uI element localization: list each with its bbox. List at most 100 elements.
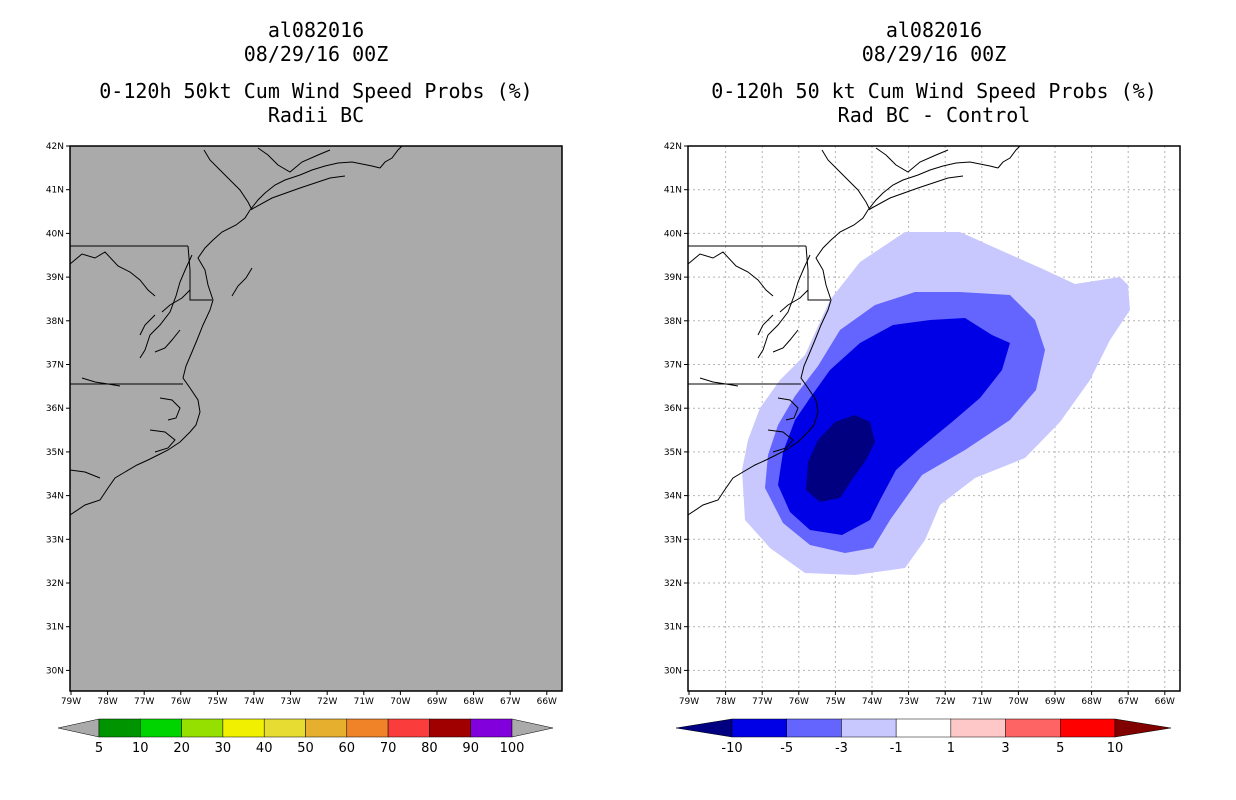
lat-label: 39N	[664, 273, 682, 283]
lon-label: 73W	[898, 697, 918, 707]
colorbar-label: 10	[132, 741, 149, 756]
left-probability-field	[70, 146, 562, 691]
left-panel-title: al082016 08/29/16 00Z 0-120h 50kt Cum Wi…	[70, 18, 562, 127]
lon-label: 69W	[1045, 697, 1065, 707]
lon-label: 73W	[280, 697, 300, 707]
lat-label: 38N	[46, 317, 64, 327]
colorbar-swatch	[470, 718, 513, 738]
lat-label: 32N	[46, 579, 64, 589]
lat-label: 33N	[46, 535, 64, 545]
lon-label: 78W	[97, 697, 117, 707]
lon-label: 68W	[1081, 697, 1101, 707]
colorbar-swatch	[305, 718, 348, 738]
lon-label: 69W	[427, 697, 447, 707]
lon-label: 66W	[537, 697, 557, 707]
colorbar-label: 40	[256, 741, 273, 756]
colorbar-label: 20	[173, 741, 190, 756]
lon-label: 74W	[244, 697, 264, 707]
lon-label: 68W	[463, 697, 483, 707]
contour-minus-10	[806, 415, 875, 502]
left-product: 0-120h 50kt Cum Wind Speed Probs (%)	[99, 79, 533, 103]
left-colorbar: 5 10 20 30 40 50 60 70 80 90 100	[57, 718, 554, 756]
lat-label: 34N	[46, 492, 64, 502]
colorbar-label: -10	[721, 741, 742, 756]
colorbar-swatch	[181, 718, 224, 738]
lon-label: 72W	[317, 697, 337, 707]
colorbar-label: 60	[339, 741, 356, 756]
colorbar-label: 5	[95, 741, 103, 756]
colorbar-label: -1	[890, 741, 903, 756]
colorbar-label: -5	[780, 741, 793, 756]
colorbar-swatch	[731, 718, 787, 738]
colorbar-over-arrow	[1114, 718, 1172, 738]
lat-label: 42N	[46, 142, 64, 152]
colorbar-label: -3	[835, 741, 848, 756]
lon-label: 70W	[1008, 697, 1028, 707]
colorbar-swatch	[429, 718, 471, 738]
lat-label: 36N	[46, 404, 64, 414]
right-axis-labels: 42N 41N 40N 39N 38N 37N 36N 35N 34N 33N 32N 31N 30N 7…	[664, 142, 1175, 707]
lat-label: 42N	[664, 142, 682, 152]
lat-label: 38N	[664, 317, 682, 327]
right-panel-title: al082016 08/29/16 00Z 0-120h 50 kt Cum W…	[688, 18, 1180, 127]
lat-label: 37N	[664, 361, 682, 371]
colorbar-under-arrow	[675, 718, 733, 738]
colorbar-label: 10	[1107, 741, 1124, 756]
lat-label: 36N	[664, 404, 682, 414]
lat-label: 34N	[664, 492, 682, 502]
colorbar-swatch	[263, 718, 306, 738]
lon-label: 77W	[134, 697, 154, 707]
right-date: 08/29/16 00Z	[861, 42, 1007, 66]
right-storm-id: al082016	[885, 18, 983, 42]
colorbar-label: 90	[462, 741, 479, 756]
lat-label: 41N	[664, 186, 682, 196]
colorbar-swatch	[786, 718, 842, 738]
right-colorbar: -10 -5 -3 -1 1 3 5 10	[675, 718, 1172, 756]
colorbar-swatch	[98, 718, 141, 738]
colorbar-label: 3	[1001, 741, 1009, 756]
colorbar-label: 1	[947, 741, 955, 756]
lon-label: 71W	[354, 697, 374, 707]
colorbar-swatch	[950, 718, 1006, 738]
lat-label: 40N	[664, 229, 682, 239]
right-map-panel: 42N 41N 40N 39N 38N 37N 36N 35N 34N 33N 32N 31N 30N 7…	[664, 142, 1181, 756]
lon-label: 75W	[825, 697, 845, 707]
lon-label: 70W	[390, 697, 410, 707]
lat-label: 40N	[46, 229, 64, 239]
lat-label: 35N	[664, 448, 682, 458]
right-contours	[742, 232, 1130, 575]
lon-label: 77W	[752, 697, 772, 707]
left-coastline	[70, 146, 403, 516]
right-subtitle: Rad BC - Control	[837, 103, 1031, 127]
lat-label: 30N	[664, 666, 682, 676]
lon-label: 71W	[972, 697, 992, 707]
lon-label: 76W	[171, 697, 191, 707]
colorbar-label: 50	[297, 741, 314, 756]
lon-label: 67W	[500, 697, 520, 707]
colorbar-swatch	[222, 718, 265, 738]
left-map-panel: 42N 41N 40N 39N 38N 37N 36N 35N 34N 33N 32N 31N 30N 7…	[46, 142, 563, 756]
lon-label: 78W	[715, 697, 735, 707]
colorbar-swatch	[1005, 718, 1061, 738]
colorbar-label: 30	[215, 741, 232, 756]
colorbar-swatch	[140, 718, 182, 738]
lat-label: 31N	[664, 623, 682, 633]
colorbar-swatch	[346, 718, 389, 738]
colorbar-label: 70	[380, 741, 397, 756]
lat-label: 30N	[46, 666, 64, 676]
lat-label: 39N	[46, 273, 64, 283]
colorbar-label: 100	[500, 741, 525, 756]
left-storm-id: al082016	[267, 18, 365, 42]
lon-label: 76W	[789, 697, 809, 707]
lat-label: 37N	[46, 361, 64, 371]
left-map-frame	[69, 145, 563, 692]
lon-label: 79W	[61, 697, 81, 707]
colorbar-under-arrow	[57, 718, 100, 738]
lon-label: 72W	[935, 697, 955, 707]
lat-label: 33N	[664, 535, 682, 545]
colorbar-swatch	[895, 718, 952, 738]
lat-label: 32N	[664, 579, 682, 589]
right-coastline	[688, 146, 1021, 516]
lon-label: 66W	[1155, 697, 1175, 707]
